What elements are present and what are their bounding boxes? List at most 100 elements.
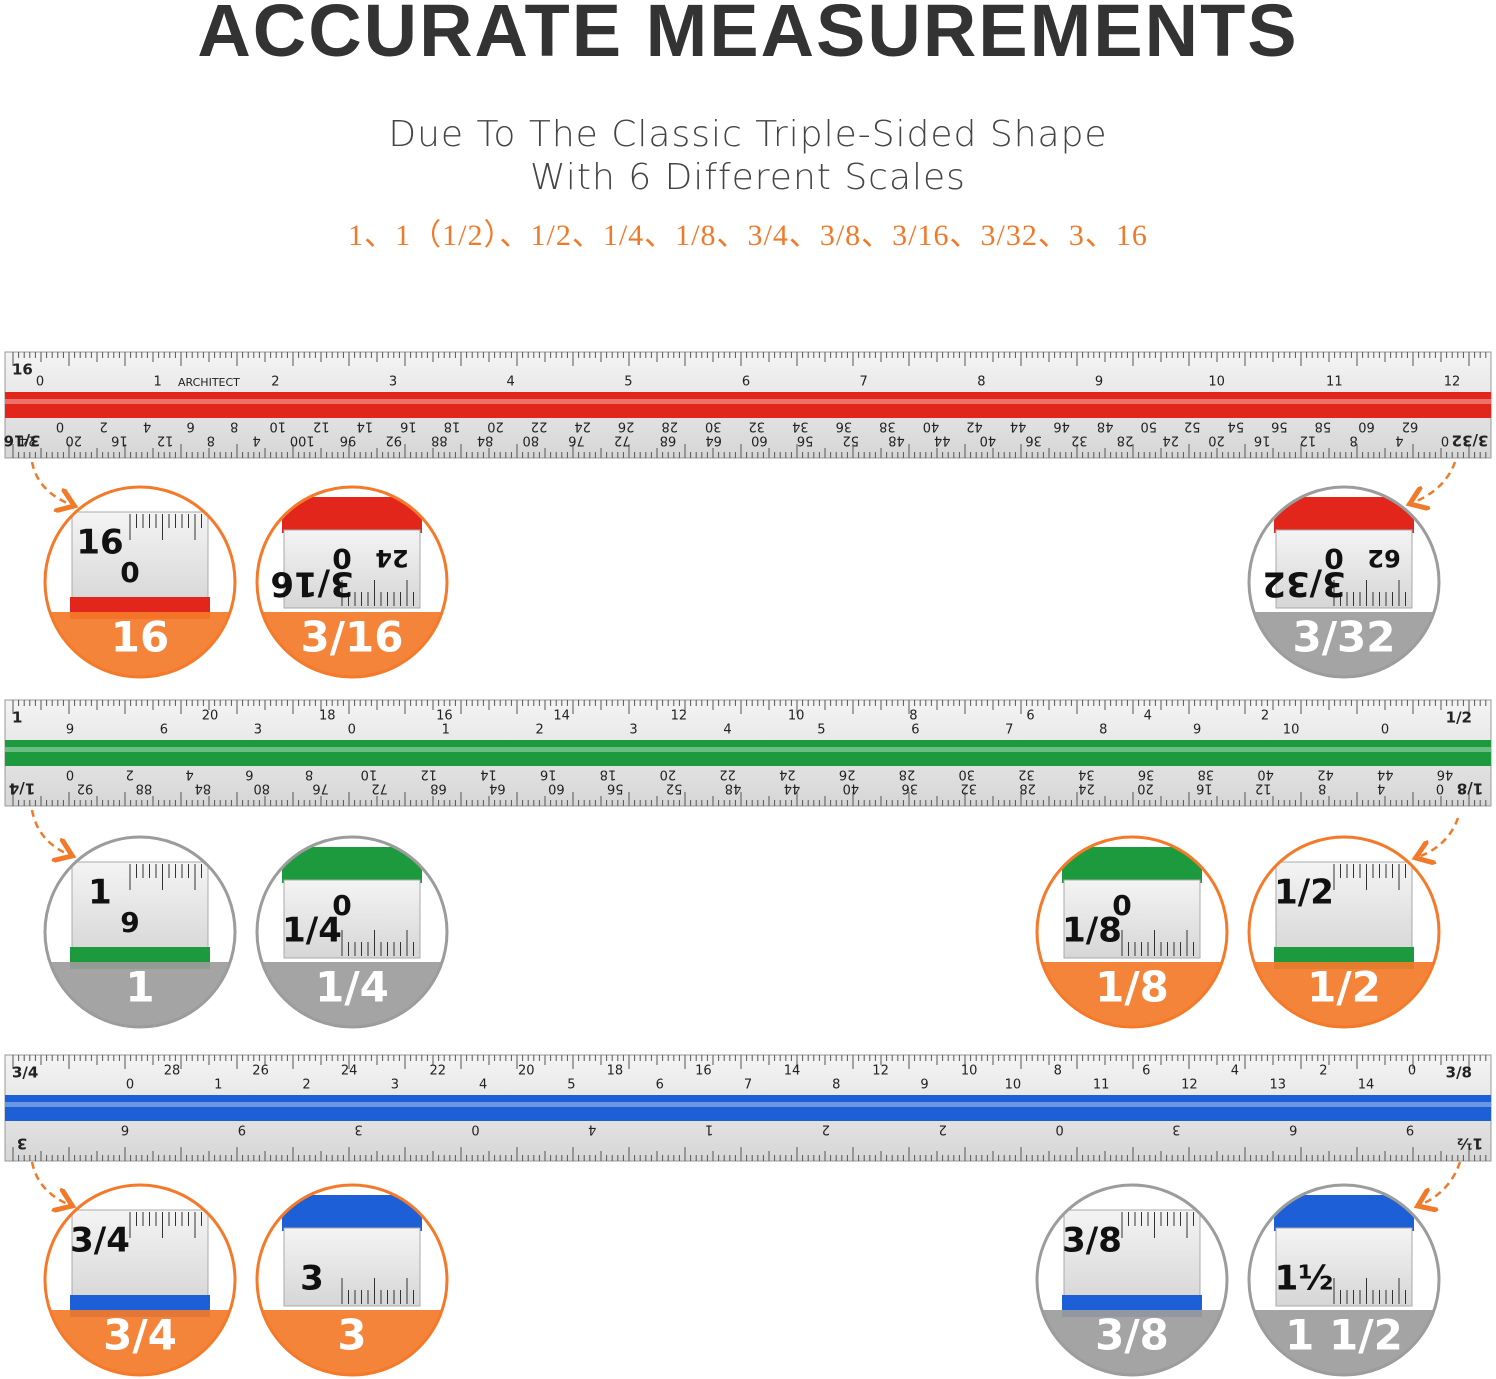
scale-number: 1 — [442, 723, 450, 738]
scale-number: 16 — [436, 709, 453, 724]
scale-number: 16 — [1196, 781, 1213, 796]
ring — [1035, 835, 1229, 1029]
zoom-content: 19 — [45, 837, 235, 1027]
scale-number: 22 — [531, 419, 548, 434]
scale-number: 68 — [660, 433, 677, 448]
scale-number: 6 — [121, 1122, 129, 1137]
scale-number: 0 — [1441, 433, 1449, 448]
scale-number: 20 — [202, 709, 219, 724]
zoom-circle: 1/801/8 — [1035, 835, 1229, 1029]
scale-number: 56 — [1271, 419, 1288, 434]
scale-number: 18 — [607, 1064, 624, 1079]
ring — [1247, 835, 1441, 1029]
scale-number: 22 — [719, 767, 736, 782]
scale-number: 7 — [1005, 723, 1013, 738]
scale-number: 6 — [656, 1078, 664, 1093]
zoom-stripe — [282, 1195, 422, 1231]
scale-number: 20 — [660, 767, 677, 782]
zoom-text: 3/32 — [1262, 564, 1345, 604]
scale-number: 42 — [1317, 767, 1334, 782]
zoom-circle: 3/8 3/8 — [1035, 1183, 1229, 1377]
scale-number: 2 — [302, 1078, 310, 1093]
scale-number: 14 — [1358, 1078, 1375, 1093]
scale-number: 34 — [792, 419, 809, 434]
scale-number: 58 — [1315, 419, 1332, 434]
zoom-text: 0 — [1324, 542, 1343, 575]
zoom-ruler — [1063, 1209, 1201, 1305]
zoom-circle: 1½ 1 1/2 — [1247, 1183, 1441, 1377]
scale-number: 24 — [1078, 781, 1095, 796]
scale-number: 10 — [961, 1064, 978, 1079]
title: ACCURATE MEASUREMENTS — [197, 0, 1299, 72]
scale-number: 12 — [671, 709, 688, 724]
scale-number: 8 — [207, 433, 215, 448]
scale-number: 88 — [136, 781, 153, 796]
scale-number: 2 — [822, 1122, 830, 1137]
scale-number: 32 — [1018, 767, 1035, 782]
scale-mark: 3 — [17, 1135, 27, 1153]
scale-number: 26 — [618, 419, 635, 434]
scale-number: 3 — [629, 723, 637, 738]
scale-number: 11 — [1326, 375, 1343, 390]
scale-number: 12 — [1444, 375, 1461, 390]
scale-number: 16 — [111, 433, 128, 448]
scale-number: 14 — [357, 419, 374, 434]
zoom-text: 3/16 — [270, 564, 353, 604]
scale-number: 32 — [1071, 433, 1088, 448]
circle-label: 16 — [111, 613, 169, 662]
zoom-circle: 191 — [43, 835, 237, 1029]
ring — [255, 485, 449, 679]
scale-number: 3 — [354, 1122, 362, 1137]
scale-number: 72 — [614, 433, 631, 448]
scale-number: 80 — [253, 781, 270, 796]
ring — [1247, 485, 1441, 679]
scale-number: 6 — [911, 723, 919, 738]
zoom-ruler — [71, 1209, 209, 1305]
scale-number: 56 — [797, 433, 814, 448]
zoom-ruler — [1275, 1227, 1413, 1307]
scale-number: 36 — [1025, 433, 1042, 448]
scale-number: 2 — [1319, 1064, 1327, 1079]
scale-number: 20 — [1137, 781, 1154, 796]
scale-number: 3 — [389, 375, 397, 390]
scale-number: 24 — [20, 433, 37, 448]
scale-number: 1 — [214, 1078, 222, 1093]
scale-number: 4 — [252, 433, 260, 448]
ruler: 0 1 2 3 4 5 6 7 8 9 10 11 120 2 4 6 8 10 12 14 16 18 20 22 24 26 2… — [4, 351, 1492, 459]
scale-number: 6 — [1026, 709, 1034, 724]
scale-number: 16 — [1254, 433, 1271, 448]
scale-number: 9 — [238, 1122, 246, 1137]
scale-number: 10 — [361, 767, 378, 782]
circle-label: 1/8 — [1095, 963, 1169, 1012]
scale-number: 12 — [157, 433, 174, 448]
scale-mark: 1/2 — [1446, 709, 1472, 727]
scale-number: 0 — [1055, 1122, 1063, 1137]
scale-number: 12 — [1255, 781, 1272, 796]
scale-number: 9 — [920, 1078, 928, 1093]
scale-number: 8 — [305, 767, 313, 782]
scale-number: 46 — [1053, 419, 1070, 434]
scale-list: 1、1（1/2）、1/2、1/4、1/8、3/4、3/8、3/16、3/32、3… — [348, 219, 1148, 252]
scale-number: 0 — [56, 419, 64, 434]
ring — [1035, 1183, 1229, 1377]
scale-number: 3 — [391, 1078, 399, 1093]
scale-number: 2 — [536, 723, 544, 738]
scale-number: 0 — [1408, 1064, 1416, 1079]
scale-number: 6 — [160, 723, 168, 738]
scale-number: 52 — [843, 433, 860, 448]
scale-number: 4 — [1231, 1064, 1239, 1079]
scale-number: 0 — [66, 767, 74, 782]
circle-label: 1/4 — [315, 963, 389, 1012]
scale-number: 24 — [341, 1064, 358, 1079]
scale-number: 12 — [1300, 433, 1317, 448]
scale-number: 28 — [1019, 781, 1036, 796]
ruler: 20 18 16 14 12 10 8 6 4 29 6 3 0 1 2 3 4 5 6 7 8 9 10 00 2 4 6 8 10 1… — [4, 699, 1492, 807]
scale-number: 8 — [1349, 433, 1357, 448]
scale-number: 80 — [523, 433, 540, 448]
scale-number: 36 — [1138, 767, 1155, 782]
scale-mark: 1½ — [1457, 1135, 1483, 1153]
subtitle: Due To The Classic Triple-Sided Shape — [388, 114, 1108, 155]
scale-number: 5 — [817, 723, 825, 738]
